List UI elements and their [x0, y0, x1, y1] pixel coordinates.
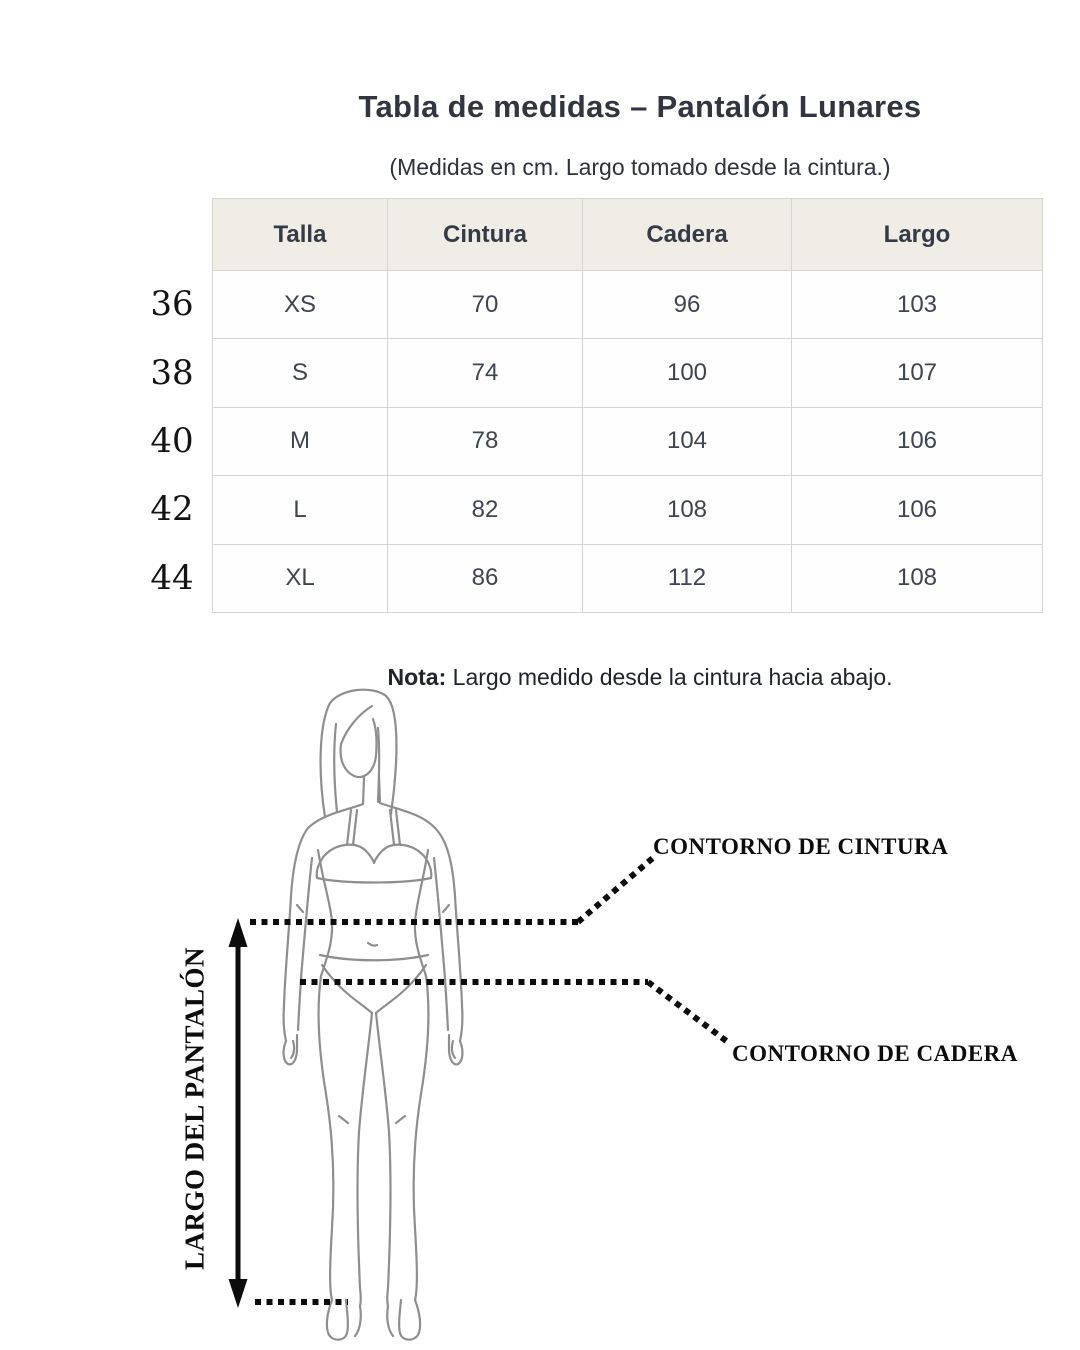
table-cell-s-cadera: 100 [583, 339, 792, 408]
table-cell-s-largo: 107 [792, 339, 1043, 408]
waist-dotted-line [250, 854, 656, 925]
table-cell-xl-cadera: 112 [583, 544, 792, 613]
table-cell-xl-largo: 108 [792, 544, 1043, 613]
eu-size-38: 38 [150, 352, 194, 393]
table-cell-s-cintura: 74 [388, 339, 583, 408]
table-cell-m-largo: 106 [792, 407, 1043, 477]
hip-dotted-line [300, 979, 731, 1046]
table-cell-m-cadera: 104 [583, 407, 792, 477]
eu-size-36: 36 [150, 284, 194, 325]
table-cell-s-talla: S [213, 339, 388, 408]
table-cell-l-cadera: 108 [583, 476, 792, 545]
page-title: Tabla de medidas – Pantalón Lunares [358, 88, 922, 124]
eu-size-40: 40 [150, 420, 194, 461]
eu-size-column: 36 38 40 42 44 [140, 270, 204, 612]
table-cell-xl-cintura: 86 [388, 544, 583, 613]
eu-size-44: 44 [150, 557, 194, 598]
table-cell-xs-talla: XS [213, 271, 388, 340]
column-header-talla: Talla [213, 199, 388, 271]
waist-contour-label: CONTORNO DE CINTURA [653, 834, 949, 859]
female-figure-outline [282, 688, 464, 1341]
table-cell-m-cintura: 78 [388, 407, 583, 477]
column-header-largo: Largo [792, 199, 1043, 271]
table-cell-xs-largo: 103 [792, 271, 1043, 340]
table-cell-l-cintura: 82 [388, 476, 583, 545]
column-header-cadera: Cadera [583, 199, 792, 271]
table-cell-m-talla: M [213, 407, 388, 477]
size-table: Talla Cintura Cadera Largo XS 70 96 103 … [212, 198, 1043, 613]
column-header-cintura: Cintura [388, 199, 583, 271]
measurement-lines [235, 854, 731, 1305]
table-cell-xs-cadera: 96 [583, 271, 792, 340]
body-measurement-diagram [228, 688, 731, 1341]
note-text: Largo medido desde la cintura hacia abaj… [446, 664, 893, 690]
pant-length-label: LARGO DEL PANTALÓN [179, 946, 210, 1271]
table-cell-l-talla: L [213, 476, 388, 545]
eu-size-42: 42 [150, 489, 194, 530]
page-subtitle: (Medidas en cm. Largo tomado desde la ci… [389, 154, 891, 180]
measurement-note: Nota: Largo medido desde la cintura haci… [200, 664, 1080, 691]
table-cell-l-largo: 106 [792, 476, 1043, 545]
table-cell-xs-cintura: 70 [388, 271, 583, 340]
note-label: Nota: [387, 664, 447, 690]
hip-contour-label: CONTORNO DE CADERA [732, 1041, 1018, 1066]
table-cell-xl-talla: XL [213, 544, 388, 613]
length-arrow-heads [228, 918, 248, 1308]
